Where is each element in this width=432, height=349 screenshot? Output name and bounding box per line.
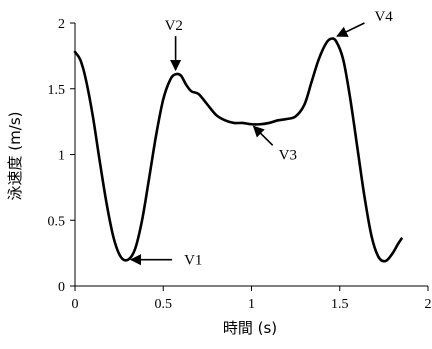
y-ticks: 0 0.5 1 1.5 2 <box>48 17 75 295</box>
swim-speed-series-line <box>73 37 403 263</box>
annotations: V1 V2 V3 V4 <box>129 9 393 269</box>
y-tick-label: 1.5 <box>48 83 66 98</box>
y-tick-label: 0 <box>58 280 65 295</box>
x-tick-label: 0.5 <box>155 297 173 312</box>
x-tick-label: 1 <box>248 297 255 312</box>
x-ticks: 0 0.5 1 1.5 2 <box>72 286 432 312</box>
y-tick-label: 1 <box>58 149 65 164</box>
y-tick-label: 2 <box>58 17 65 32</box>
y-tick-label: 0.5 <box>48 214 66 229</box>
x-tick-label: 2 <box>425 297 432 312</box>
x-tick-label: 1.5 <box>331 297 349 312</box>
annotation-label-v2: V2 <box>165 18 183 34</box>
annotation-arrow-v4 <box>336 22 365 37</box>
y-axis-title: 泳速度 (m/s) <box>6 112 24 201</box>
annotation-label-v1: V1 <box>184 253 202 269</box>
annotation-label-v3: V3 <box>279 147 297 163</box>
x-axis-title: 時間 (s) <box>223 319 277 337</box>
annotation-label-v4: V4 <box>374 9 393 25</box>
annotation-arrow-v3 <box>252 125 274 146</box>
x-tick-label: 0 <box>72 297 79 312</box>
